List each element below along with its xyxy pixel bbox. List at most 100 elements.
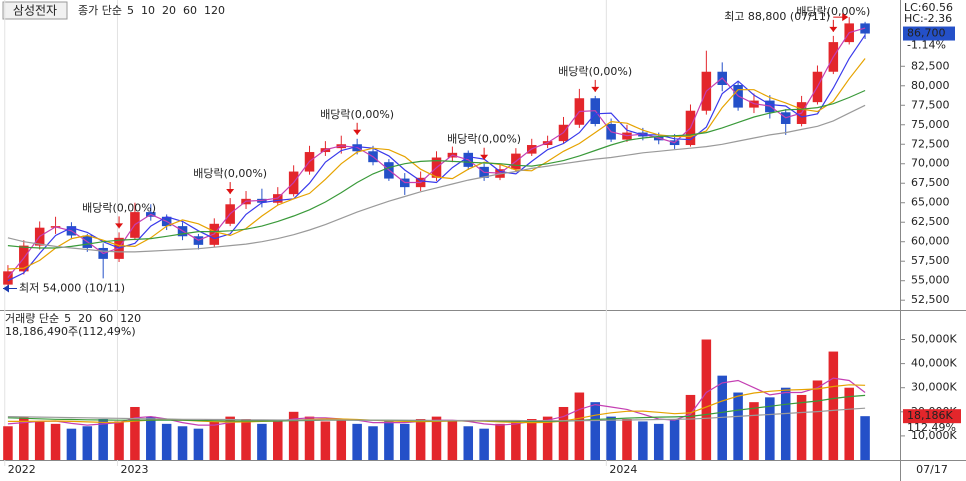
last-volume-box <box>903 409 961 424</box>
legend-entry: 120 <box>120 312 141 325</box>
volume-bar <box>273 421 283 460</box>
legend-entry: 20 <box>162 4 176 17</box>
symbol-name: 삼성전자 <box>13 4 57 18</box>
volume-bar <box>384 421 394 460</box>
low-label: 최저 54,000 (10/11) <box>19 282 125 295</box>
y-tick-label: 62,500 <box>911 215 950 228</box>
side-label: HC:-2.36 <box>904 12 952 25</box>
volume-bar <box>66 428 77 460</box>
volume-bar <box>241 419 251 460</box>
volume-bar <box>765 397 775 460</box>
legend-entry: 5 <box>127 4 134 17</box>
y-tick-label: 72,500 <box>911 137 950 150</box>
volume-bar <box>130 406 140 460</box>
dividend-arrowhead <box>353 129 362 135</box>
dividend-arrowhead <box>591 86 600 92</box>
high-arrowhead <box>842 13 849 22</box>
dividend-label: 배당락(0,00%) <box>320 108 394 121</box>
legend-title: 거래량 단순 <box>5 312 59 325</box>
volume-summary: 18,186,490주(112,49%) <box>5 325 136 338</box>
volume-bar <box>606 416 616 460</box>
moving-average-line <box>7 407 866 422</box>
volume-bar <box>574 392 585 460</box>
symbol-box[interactable] <box>2 1 68 20</box>
volume-bar <box>431 416 442 460</box>
volume-bar <box>368 426 378 460</box>
volume-bar <box>34 421 45 460</box>
volume-bar <box>304 416 315 460</box>
volume-bar <box>82 426 93 460</box>
volume-bar <box>225 416 235 460</box>
volume-bar <box>653 423 664 460</box>
change-label: -1.14% <box>907 39 946 52</box>
y-tick-label: 50,000K <box>911 333 957 346</box>
date-label: 07/17 <box>916 463 948 476</box>
volume-bar <box>669 419 680 460</box>
volume-bar <box>3 426 13 460</box>
volume-bar <box>780 387 791 460</box>
dividend-label: 배당락(0,00%) <box>796 5 870 18</box>
moving-average-line <box>7 27 866 278</box>
volume-bar <box>590 402 600 460</box>
last-price-label: 86,700 <box>907 27 946 40</box>
x-tick-label: 2022 <box>8 463 36 476</box>
x-tick-label: 2023 <box>120 463 148 476</box>
volume-bar <box>685 394 696 460</box>
volume-bar <box>812 380 823 460</box>
dividend-label: 배당락(0,00%) <box>558 65 632 78</box>
y-tick-label: 82,500 <box>911 59 950 72</box>
volume-bar <box>98 419 108 460</box>
volume-bar <box>638 421 648 460</box>
y-tick-label: 30,000K <box>911 381 957 394</box>
volume-bar <box>320 421 331 460</box>
volume-bar <box>622 419 632 460</box>
y-tick-label: 70,000 <box>911 157 950 170</box>
volume-bar <box>114 421 124 460</box>
legend-entry: 5 <box>64 312 71 325</box>
volume-bar <box>733 392 743 460</box>
high-label: 최고 88,800 (07/11) <box>724 10 830 23</box>
volume-bar <box>796 394 807 460</box>
volume-ratio-label: 112.49% <box>907 421 956 434</box>
volume-bar <box>400 423 410 460</box>
dividend-arrowhead <box>226 189 235 195</box>
volume-bar <box>542 416 553 460</box>
moving-average-line <box>7 104 866 253</box>
y-tick-label: 75,000 <box>911 118 950 131</box>
volume-bar <box>415 419 426 460</box>
volume-bar <box>257 423 267 460</box>
y-tick-label: 57,500 <box>911 254 950 267</box>
y-tick-label: 80,000 <box>911 79 950 92</box>
legend-entry: 20 <box>78 312 92 325</box>
volume-bar <box>558 406 569 460</box>
volume-bar <box>177 426 188 460</box>
volume-bar <box>828 351 839 460</box>
volume-bar <box>463 426 474 460</box>
y-tick-label: 40,000K <box>911 357 957 370</box>
volume-bar <box>146 416 156 460</box>
moving-average-line <box>7 34 866 282</box>
volume-bar <box>511 421 521 460</box>
legend-entry: 60 <box>183 4 197 17</box>
y-tick-label: 55,000 <box>911 274 950 287</box>
volume-bar <box>447 421 458 460</box>
x-tick-label: 2024 <box>609 463 637 476</box>
y-tick-label: 52,500 <box>911 293 950 306</box>
volume-bar <box>193 428 204 460</box>
volume-bar <box>209 421 220 460</box>
volume-bar <box>19 416 29 460</box>
last-price-box <box>903 26 955 41</box>
volume-bar <box>749 402 759 460</box>
volume-bar <box>352 423 362 460</box>
volume-bar <box>50 423 61 460</box>
y-tick-label: 60,000 <box>911 235 950 248</box>
volume-bar <box>860 416 870 460</box>
volume-bar <box>336 419 347 460</box>
dividend-label: 배당락(0,00%) <box>82 201 156 214</box>
legend-entry: 60 <box>99 312 113 325</box>
volume-bar <box>844 387 854 460</box>
candle-body <box>3 271 13 285</box>
volume-bar <box>161 423 172 460</box>
last-volume-label: 18,186K <box>907 409 953 422</box>
side-label: LC:60.56 <box>904 1 953 14</box>
